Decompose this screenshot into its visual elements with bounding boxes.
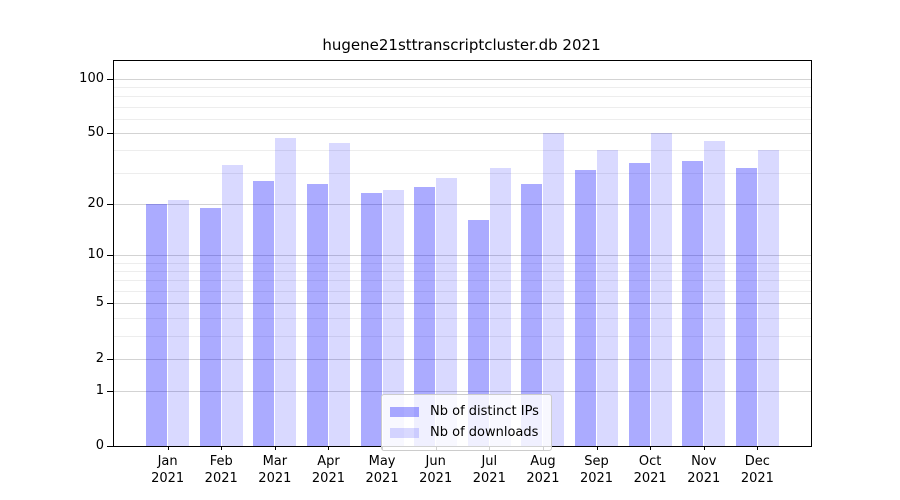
- x-axis-label: Jun 2021: [419, 454, 453, 486]
- major-gridline: [114, 390, 811, 392]
- x-axis-label: Jul 2021: [472, 454, 506, 486]
- x-axis-label: Mar 2021: [258, 454, 292, 486]
- bar-downloads: [328, 142, 350, 446]
- minor-gridline: [114, 317, 811, 319]
- legend-label-downloads: Nb of downloads: [430, 425, 539, 440]
- x-axis-label: Feb 2021: [204, 454, 238, 486]
- y-axis-label: 0: [95, 438, 104, 453]
- minor-gridline: [114, 106, 811, 108]
- x-axis-tick: [703, 446, 705, 450]
- major-gridline: [114, 133, 811, 134]
- minor-gridline: [114, 262, 811, 264]
- legend: Nb of distinct IPs Nb of downloads: [381, 394, 552, 451]
- legend-swatch-downloads: [390, 427, 419, 438]
- bar-distinct-ips: [253, 180, 275, 446]
- bar-distinct-ips: [735, 167, 757, 446]
- bar-distinct-ips: [306, 183, 328, 446]
- x-axis-label: Sep 2021: [579, 454, 614, 486]
- x-axis-tick: [221, 446, 223, 450]
- minor-gridline: [114, 86, 811, 88]
- bar-distinct-ips: [199, 207, 221, 446]
- x-axis-label: May 2021: [365, 454, 399, 486]
- x-axis-tick: [757, 446, 759, 450]
- y-axis-label: 5: [95, 295, 104, 311]
- bar-distinct-ips: [360, 193, 382, 446]
- bar-downloads: [650, 133, 672, 446]
- y-axis-tick: [107, 133, 113, 134]
- bar-downloads: [597, 150, 619, 446]
- major-gridline: [114, 358, 811, 360]
- minor-gridline: [114, 271, 811, 273]
- minor-gridline: [114, 291, 811, 293]
- x-axis-label: Jan 2021: [151, 454, 185, 486]
- y-axis-tick: [107, 303, 113, 305]
- bar-downloads: [704, 141, 726, 446]
- bar-downloads: [543, 133, 565, 446]
- major-gridline: [114, 203, 811, 205]
- x-axis-label: Dec 2021: [740, 454, 774, 486]
- y-axis-tick: [107, 78, 113, 80]
- x-axis-label: Aug 2021: [526, 454, 560, 486]
- x-axis-tick: [650, 446, 652, 450]
- y-axis-tick: [107, 358, 113, 360]
- y-axis-tick: [107, 203, 113, 205]
- y-axis-label: 100: [79, 70, 104, 86]
- minor-gridline: [114, 280, 811, 282]
- minor-gridline: [114, 150, 811, 152]
- legend-label-distinct-ips: Nb of distinct IPs: [430, 404, 539, 419]
- x-axis-label: Nov 2021: [687, 454, 721, 486]
- y-axis-tick: [107, 390, 113, 392]
- x-axis-tick: [167, 446, 169, 450]
- x-axis-label: Apr 2021: [311, 454, 345, 486]
- y-axis-label: 1: [95, 382, 104, 398]
- bar-downloads: [489, 167, 511, 446]
- bar-downloads: [757, 150, 779, 446]
- legend-item-downloads: Nb of downloads: [390, 422, 539, 443]
- y-axis-label: 2: [95, 350, 104, 366]
- bar-downloads: [436, 177, 458, 446]
- minor-gridline: [114, 118, 811, 120]
- bar-distinct-ips: [628, 162, 650, 446]
- bar-downloads: [382, 189, 404, 446]
- minor-gridline: [114, 335, 811, 337]
- bar-downloads: [168, 199, 190, 446]
- major-gridline: [114, 303, 811, 305]
- bar-distinct-ips: [682, 160, 704, 446]
- y-axis-tick: [107, 446, 113, 447]
- x-axis-tick: [328, 446, 330, 450]
- bar-distinct-ips: [521, 183, 543, 446]
- minor-gridline: [114, 96, 811, 98]
- y-axis-label: 10: [87, 247, 104, 263]
- major-gridline: [114, 78, 811, 80]
- plot-area: 100 50 20 10 5 2 1 0 Jan 2021 Feb 2021 Mar 2021 Apr 202…: [79, 60, 812, 486]
- y-axis-tick: [107, 255, 113, 257]
- legend-item-distinct-ips: Nb of distinct IPs: [390, 401, 539, 422]
- bar-distinct-ips: [414, 186, 436, 446]
- major-gridline: [114, 255, 811, 257]
- minor-gridline: [114, 172, 811, 174]
- x-axis-tick: [274, 446, 276, 450]
- bar-distinct-ips: [467, 220, 489, 446]
- bar-distinct-ips: [146, 203, 168, 446]
- bar-downloads: [275, 137, 297, 446]
- legend-swatch-distinct-ips: [390, 406, 419, 417]
- y-axis-label: 20: [87, 195, 104, 211]
- y-axis-label: 50: [87, 125, 104, 140]
- bar-distinct-ips: [575, 170, 597, 446]
- bar-downloads: [221, 165, 243, 446]
- x-axis-tick: [596, 446, 598, 450]
- x-axis-label: Oct 2021: [633, 454, 667, 486]
- chart-title: hugene21sttranscriptcluster.db 2021: [322, 36, 601, 54]
